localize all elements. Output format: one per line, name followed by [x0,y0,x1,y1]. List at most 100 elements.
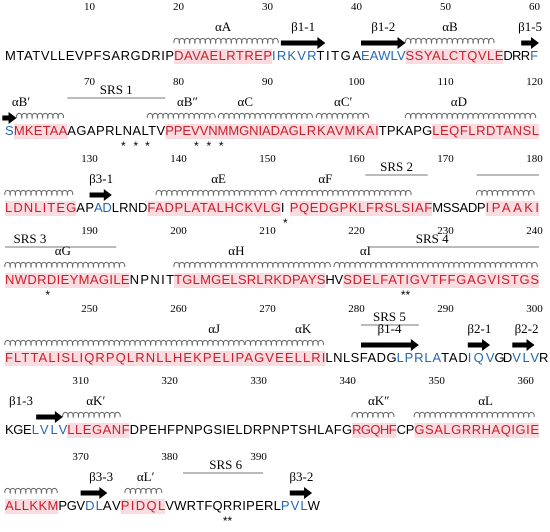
helix-glyph [62,411,121,419]
residue-number: 230 [437,225,454,237]
helix-glyph [4,339,245,347]
helix-highlight [5,201,77,216]
srs-asterisk: * [283,216,288,230]
residue-segment: CP [397,422,415,437]
residue-segment: TGLMGELSRLRKDPAYS [174,272,326,287]
structure-label: β1-5 [518,19,542,34]
residue-segment: EAWLV [361,48,406,63]
helix-glyph [124,487,163,495]
helix-highlight [165,124,299,139]
residue-number: 190 [81,225,98,237]
helix-highlight [405,49,504,64]
structure-label: β3-3 [89,469,113,484]
residue-segment: PIDQL [121,498,166,513]
residue-number: 80 [173,76,185,88]
residue-number: 70 [84,76,96,88]
srs-asterisk: * [133,139,138,153]
residue-segment: I [281,200,285,215]
residue-number: 30 [262,1,274,13]
residue-segment: HV [325,272,343,287]
structure-label: β1-1 [291,19,315,34]
strand-arrow [361,37,406,49]
residue-segment: PPEVVNMMGNIADAG [165,123,299,138]
helix-highlight [120,499,166,514]
helix-glyph [280,189,412,197]
helix-highlight [414,423,539,438]
residue-segment: LVLV [32,422,68,437]
residue-number: 240 [526,225,543,237]
residue-segment: LEQFLRDTANSL [432,123,539,138]
srs-asterisk: * [206,139,211,153]
structure-label: SRS 6 [209,457,242,472]
residue-number: 110 [438,76,455,88]
residue-number: 380 [161,451,178,463]
residue-segment: DRR [503,48,530,63]
residue-segment: LLEGANF [67,422,129,437]
structure-label: αB″ [177,94,198,109]
residue-segment: DL [85,498,103,513]
helix-glyph [4,261,126,269]
residue-number: 220 [348,225,365,237]
residue-number: 50 [440,1,452,13]
residue-segment: IRKVR [272,48,317,63]
residue-number: 160 [348,153,365,165]
structure-label: SRS 3 [13,231,46,246]
structure-label: αB′ [12,94,30,109]
helix-glyph [333,261,538,269]
residue-segment: DAVAELRTREP [174,48,272,63]
strand-arrow [289,487,313,499]
residue-segment: PVL [281,498,308,513]
residue-number: 360 [517,375,534,387]
residue-number: 180 [526,153,543,165]
residue-segment: IPAAKI [486,200,539,215]
structure-label: β1-3 [9,393,33,408]
residue-number: 130 [81,153,98,165]
residue-segment: PGV [58,498,85,513]
residue-segment: LNLSFADG [325,350,396,365]
residue-segment: FLTTALISLIQRPQLRNLLHEKPELIPAGVEELLRI [5,350,325,365]
residue-segment: S [5,123,14,138]
helix-glyph [244,339,324,347]
helix-glyph [404,112,537,120]
srs-asterisk: ** [401,288,411,302]
structure-label: αL [478,393,493,408]
srs-asterisk: * [121,139,126,153]
srs-asterisk: * [194,139,199,153]
residue-number: 280 [348,303,365,315]
residue-segment: TAD [441,350,468,365]
residue-number: 340 [339,375,356,387]
helix-glyph [155,189,277,197]
structure-label: β2-1 [467,321,491,336]
residue-segment: DPEHFPNPGSIELDRPNPTSHLAFG [130,422,353,437]
residue-segment: AP [76,200,94,215]
helix-highlight [147,201,281,216]
helix-highlight [5,499,59,514]
srs-asterisk: ** [223,514,233,528]
structure-label: αG [55,243,71,258]
helix-highlight [174,273,326,288]
helix-highlight [289,201,433,216]
residue-number: 140 [170,153,187,165]
structure-label: αE [211,171,226,186]
structure-label: αK [295,321,312,336]
helix-glyph [4,487,58,495]
structure-label: αK′ [86,393,105,408]
residue-number: 320 [161,375,178,387]
residue-segment: RGQHF [352,422,397,437]
residue-segment: PQEDGPKLFRSLSIAF [290,200,432,215]
residue-number: 300 [526,303,543,315]
residue-segment: W [308,498,321,513]
residue-segment: KGE [5,422,32,437]
residue-segment: ALLKKM [5,498,58,513]
residue-number: 20 [173,1,185,13]
helix-highlight [67,423,130,438]
strand-arrow [2,112,17,124]
structure-label: αF [318,171,332,186]
residue-number: 100 [348,76,365,88]
helix-glyph [4,189,74,197]
helix-highlight [13,124,68,139]
structure-label: β1-4 [378,321,402,336]
helix-highlight [5,351,326,366]
structure-label: αJ [208,321,220,336]
residue-segment: MTATVLLEVPFSARGDRIP [5,48,174,63]
